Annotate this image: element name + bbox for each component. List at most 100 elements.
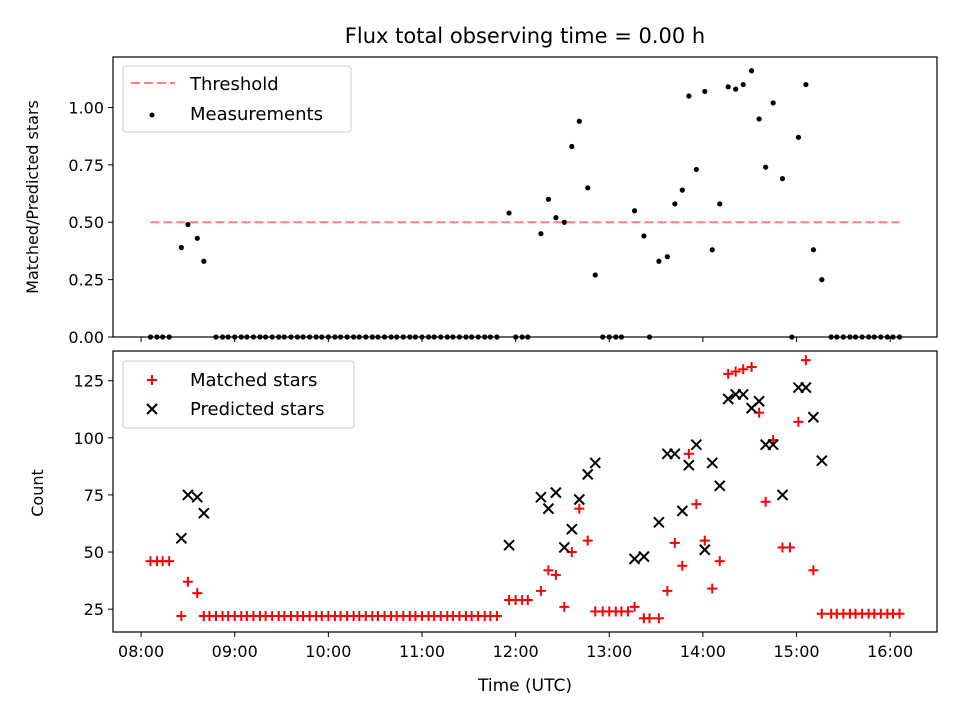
measurement-point [779,176,786,182]
matched-stars-point [894,608,905,619]
matched-stars-point [808,565,819,576]
predicted-stars-point [722,393,734,405]
ratio-y-tick-label: 0.50 [68,213,104,232]
counts-plot-frame [112,350,938,633]
measurement-point [569,143,575,150]
legend-measurements-label: Measurements [190,104,323,125]
predicted-stars-point [816,454,828,467]
predicted-stars-point [191,491,203,503]
matched-stars-point [559,601,570,612]
measurement-point [201,258,207,264]
matched-stars-point [522,595,533,606]
counts-legend-box [122,360,355,429]
matched-stars-point [662,585,673,596]
legend-measurements-swatch [149,112,155,118]
matched-stars-point [644,613,655,624]
matched-stars-point [629,601,640,612]
matched-stars-point [691,499,702,510]
measurement-point [679,187,685,193]
counts-y-tick-label: 75 [84,486,104,505]
ratio-y-tick-label: 0.75 [68,156,104,175]
matched-stars-point [723,368,734,379]
measurement-point [641,233,647,239]
matched-stars-point [784,542,795,553]
ratio-legend-box [122,65,352,133]
predicted-stars-point [175,532,188,545]
matched-stars-point [543,565,554,576]
matched-stars-point [164,556,175,567]
measurement-point [545,196,552,202]
measurement-point [585,185,591,191]
legend-matched-label: Matched stars [190,370,317,391]
matched-stars-point [677,560,688,571]
counts-y-tick-label: 100 [73,429,104,448]
ratio-panel: 0.00 0.25 0.50 0.75 1.00 Matched/Predicted s… [23,56,938,347]
predicted-stars-point [573,493,586,506]
counts-y-tick-label: 125 [73,372,104,391]
ratio-y-tick-label: 0.00 [68,328,104,347]
measurement-point [819,277,825,283]
counts-x-axis-label: Time (UTC) [477,676,572,696]
measurement-point [178,244,184,251]
matched-stars-point [683,448,694,459]
predicted-stars-point [807,411,820,423]
predicted-stars-point [767,438,779,451]
predicted-stars-point [182,489,194,501]
matched-stars-point [816,608,827,619]
counts-panel: 25 50 75 100 125 08:00 09:00 10:00 11:00 12:00 13:… [28,350,938,696]
measurement-point [756,116,762,122]
predicted-stars-point [558,541,571,554]
matched-stars-point [182,576,193,587]
measurement-point [702,88,708,95]
matched-stars-point [800,355,811,366]
counts-x-tick-label: 16:00 [867,642,913,661]
matched-stars-point [491,611,502,622]
measurement-point [686,93,692,99]
counts-x-tick-label: 13:00 [586,642,632,661]
measurement-point [749,68,755,74]
legend-predicted-swatch [146,403,158,415]
measurement-point [763,164,769,170]
measurement-point [709,247,715,253]
measurement-point [733,86,739,92]
predicted-stars-point [566,523,578,535]
measurement-point [631,208,638,214]
matched-stars-point [707,583,718,594]
counts-x-tick-label: 10:00 [305,642,351,661]
counts-x-tick-label: 09:00 [212,642,258,661]
measurement-point [538,231,544,237]
matched-stars-point [714,556,725,567]
measurement-point [740,81,746,88]
measurement-point [561,219,567,225]
matched-stars-point [574,503,585,514]
measurement-point [795,134,802,140]
matched-stars-point [582,535,593,546]
measurement-point [185,221,191,228]
matched-stars-point [653,613,664,624]
matched-stars-point [623,606,633,617]
matched-stars-point [730,366,741,377]
measurement-point [717,201,723,207]
matched-stars-point [550,569,561,580]
ratio-y-axis-label: Matched/Predicted stars [23,100,42,294]
measurement-point [576,118,582,124]
legend-predicted-label: Predicted stars [190,399,324,420]
measurement-point [592,272,598,278]
predicted-stars-point [638,550,650,563]
predicted-stars-point [582,468,594,481]
predicted-stars-point [737,388,749,401]
counts-x-tick-label: 11:00 [399,642,445,661]
predicted-stars-point [669,448,681,460]
figure-title: Flux total observing time = 0.00 h [345,24,705,48]
predicted-stars-point [683,459,695,471]
counts-y-tick-label: 25 [84,600,104,619]
matched-stars-point [176,611,187,622]
counts-y-tick-label: 50 [84,543,104,562]
predicted-stars-point [589,457,601,469]
counts-x-tick-label: 08:00 [118,642,164,661]
measurement-point [770,100,776,106]
predicted-stars-point [542,502,555,515]
measurement-point [194,235,200,241]
measurement-point [664,254,670,260]
